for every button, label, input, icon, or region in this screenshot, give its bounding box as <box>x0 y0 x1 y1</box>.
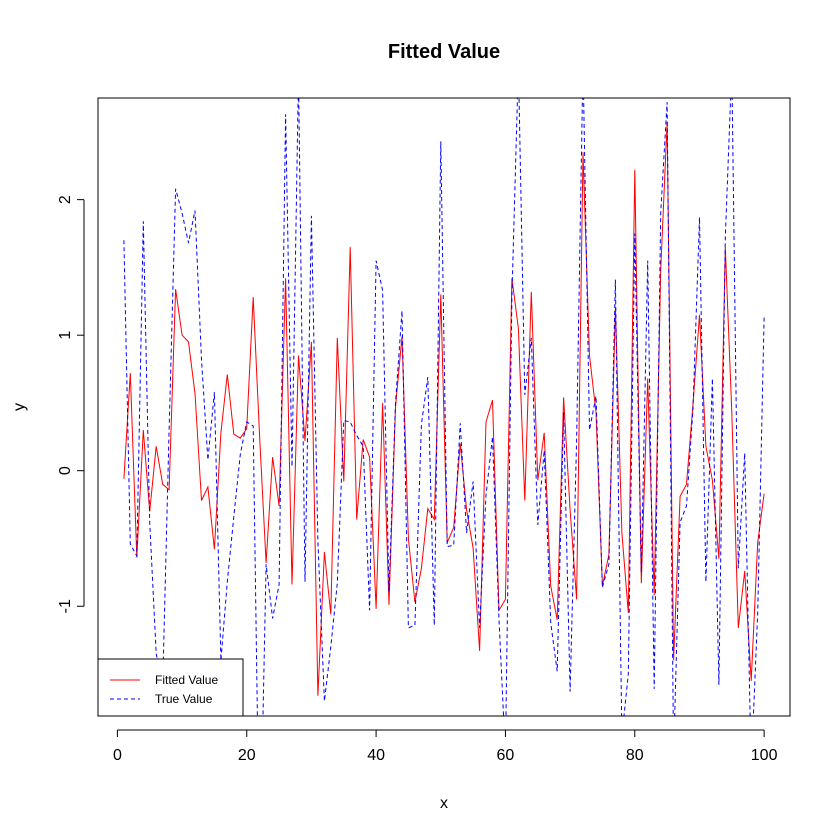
series-line-true-value <box>123 98 765 716</box>
legend-box <box>97 658 244 717</box>
chart-title: Fitted Value <box>388 41 500 63</box>
y-tick-label: 0 <box>57 466 74 475</box>
series-line-fitted-value <box>123 122 765 696</box>
x-tick-label: 100 <box>751 747 778 764</box>
y-axis-label: y <box>11 403 28 411</box>
legend-label: Fitted Value <box>155 673 218 687</box>
x-tick-label: 20 <box>238 747 256 764</box>
legend-label: True Value <box>155 692 213 706</box>
x-tick-label: 80 <box>626 747 644 764</box>
legend: Fitted Value True Value <box>97 658 244 717</box>
series-layer <box>123 98 765 716</box>
y-tick-label: -1 <box>57 599 74 613</box>
y-tick-label: 1 <box>57 331 74 340</box>
y-tick-label: 2 <box>57 195 74 204</box>
x-axis-label: x <box>440 795 448 812</box>
plot-frame <box>97 97 791 717</box>
x-tick-label: 40 <box>367 747 385 764</box>
x-tick-label: 60 <box>497 747 515 764</box>
x-tick-label: 0 <box>113 747 122 764</box>
y-axis: -1 0 1 2 <box>57 195 85 613</box>
x-axis: 0 20 40 60 80 100 <box>113 729 778 764</box>
